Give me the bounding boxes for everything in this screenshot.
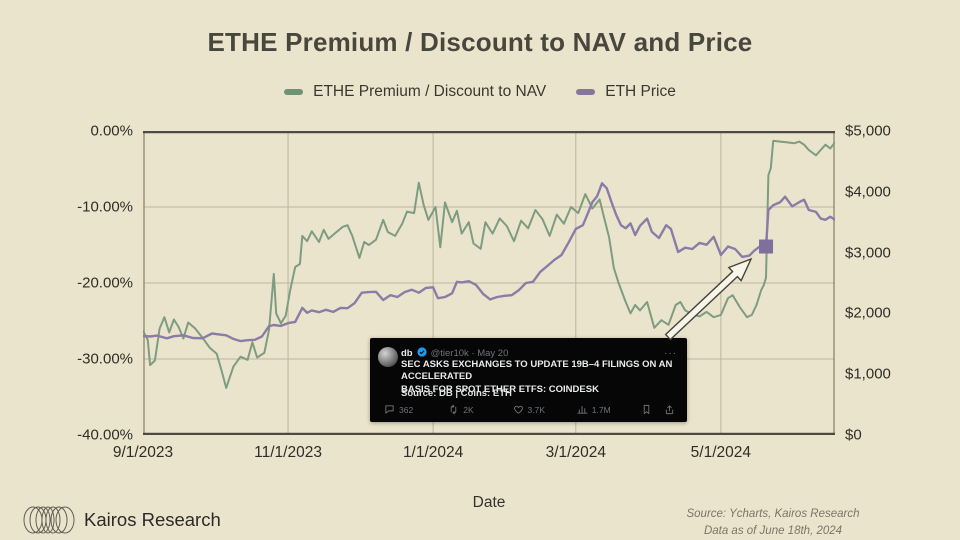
y-axis-tick-label: $3,000 xyxy=(845,244,891,262)
y-axis-tick-label: $0 xyxy=(845,426,862,444)
brand-name: Kairos Research xyxy=(84,509,221,530)
engagement-count: 3.7K xyxy=(527,404,546,415)
like-count: 3.7K xyxy=(513,404,577,415)
legend: ETHE Premium / Discount to NAV ETH Price xyxy=(0,83,960,101)
series-line-eth-price xyxy=(143,182,835,343)
tweet-overlay: db @tier10k · May 20 ··· SEC ASKS EXCHAN… xyxy=(370,338,687,422)
tweet-action-icons xyxy=(641,404,675,415)
chart-plot xyxy=(143,131,835,435)
retweet-icon xyxy=(448,404,459,415)
engagement-count: 362 xyxy=(399,404,414,415)
source-line-1: Source: Ycharts, Kairos Research xyxy=(686,508,860,520)
x-axis-tick-label: 1/1/2024 xyxy=(402,444,464,461)
legend-item-eth-price: ETH Price xyxy=(576,83,676,101)
tweet-text-line1: SEC ASKS EXCHANGES TO UPDATE 19B–4 FILIN… xyxy=(401,359,673,383)
reply-icon xyxy=(384,404,395,415)
views-count: 1.7M xyxy=(577,404,641,415)
tweet-source-line: Source: DB | Coins: ETH xyxy=(401,388,512,399)
tweet-engagement-bar: 362 2K 3.7K 1.7M xyxy=(384,404,675,415)
source-note: Source: Ycharts, Kairos Research Data as… xyxy=(658,506,888,539)
tweet-handle: @tier10k · May 20 xyxy=(430,348,509,359)
x-axis-tick-label: 11/1/2023 xyxy=(254,444,322,461)
legend-swatch-purple xyxy=(576,89,596,95)
y-axis-tick-label: $5,000 xyxy=(845,122,891,140)
tweet-author: db xyxy=(401,348,413,359)
page-title: ETHE Premium / Discount to NAV and Price xyxy=(207,27,753,57)
tweet-text: SEC ASKS EXCHANGES TO UPDATE 19B–4 FILIN… xyxy=(401,359,677,396)
avatar xyxy=(378,347,398,367)
y-axis-tick-label: -20.00% xyxy=(77,274,133,292)
event-marker xyxy=(759,239,774,254)
source-line-2: Data as of June 18th, 2024 xyxy=(703,524,843,537)
y-axis-tick-label: $2,000 xyxy=(845,304,891,322)
like-icon xyxy=(513,404,524,415)
x-axis-tick-label: 9/1/2023 xyxy=(112,444,174,461)
y-axis-tick-label: -40.00% xyxy=(77,426,133,444)
x-axis-title: Date xyxy=(472,494,506,511)
tweet-text-line2: BASIS FOR SPOT ETHER ETFS: COINDESK xyxy=(401,383,599,395)
x-axis-tick-label: 3/1/2024 xyxy=(545,444,606,461)
legend-label: ETH Price xyxy=(605,83,676,100)
engagement-count: 2K xyxy=(463,404,474,415)
verified-badge-icon xyxy=(417,347,427,360)
kairos-logo-icon xyxy=(23,506,75,534)
y-axis-tick-label: $1,000 xyxy=(845,365,891,383)
y-axis-tick-label: -10.00% xyxy=(77,198,133,216)
y-axis-tick-label: -30.00% xyxy=(77,350,133,368)
more-icon: ··· xyxy=(664,348,677,359)
share-icon xyxy=(664,404,675,415)
y-axis-tick-label: 0.00% xyxy=(90,122,133,140)
views-icon xyxy=(577,404,588,415)
legend-label: ETHE Premium / Discount to NAV xyxy=(313,83,547,100)
legend-item-ethe-premium: ETHE Premium / Discount to NAV xyxy=(284,83,546,101)
legend-swatch-green xyxy=(284,89,304,95)
engagement-count: 1.7M xyxy=(591,404,611,415)
retweet-count: 2K xyxy=(448,404,512,415)
bookmark-icon xyxy=(641,404,652,415)
reply-count: 362 xyxy=(384,404,448,415)
tweet-header: db @tier10k · May 20 ··· xyxy=(401,347,677,360)
y-axis-tick-label: $4,000 xyxy=(845,183,891,201)
x-axis-tick-label: 5/1/2024 xyxy=(690,444,752,461)
